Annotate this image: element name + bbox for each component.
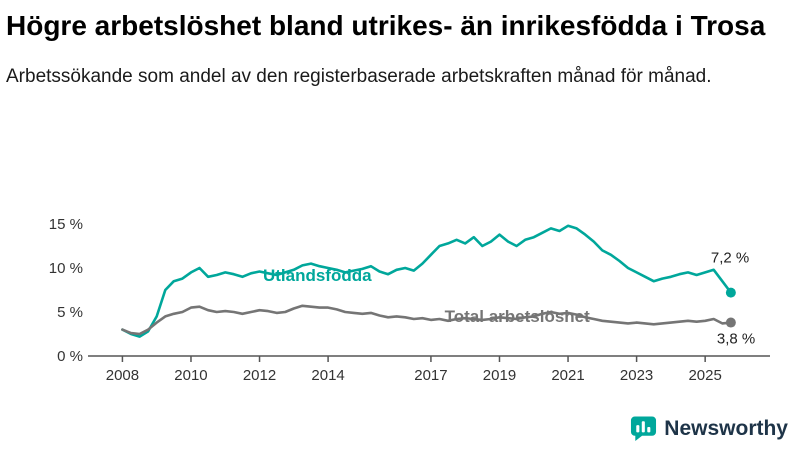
bar-small: [636, 425, 640, 433]
page-subtitle: Arbetssökande som andel av den registerb…: [6, 66, 712, 88]
newsworthy-logo-icon: [631, 416, 657, 442]
y-tick-label: 0 %: [57, 348, 83, 365]
series-name-label: Utlandsfödda: [263, 266, 372, 285]
x-tick-label: 2023: [620, 367, 653, 384]
series-line: [121, 224, 733, 338]
series-line: [121, 304, 733, 336]
series-end-dot: [725, 287, 736, 298]
unemployment-line-chart: 2008 2010 2012 2014 2017 2019 2021 2023 2025 0 % 5…: [49, 216, 770, 384]
y-tick-label: 15 %: [49, 216, 83, 233]
x-tick-label: 2012: [243, 367, 276, 384]
x-tick-label: 2017: [414, 367, 447, 384]
series-name-label: Total arbetslöshet: [445, 307, 590, 326]
x-tick-label: 2008: [106, 367, 139, 384]
x-tick-label: 2019: [483, 367, 516, 384]
y-tick-label: 10 %: [49, 260, 83, 277]
bar-medium: [647, 427, 651, 433]
series-end-dot: [725, 317, 736, 328]
page-title: Högre arbetslöshet bland utrikes- än inr…: [6, 10, 766, 41]
series-end-value-label: 3,8 %: [717, 331, 755, 348]
x-tick-label: 2010: [174, 367, 207, 384]
newsworthy-wordmark: Newsworthy: [664, 416, 788, 440]
y-tick-label: 5 %: [57, 304, 83, 321]
x-tick-label: 2021: [551, 367, 584, 384]
bar-tall: [642, 421, 646, 433]
x-tick-label: 2025: [688, 367, 721, 384]
series-end-value-label: 7,2 %: [711, 250, 749, 267]
newsworthy-logo: Newsworthy: [630, 415, 788, 442]
x-tick-label: 2014: [311, 367, 344, 384]
